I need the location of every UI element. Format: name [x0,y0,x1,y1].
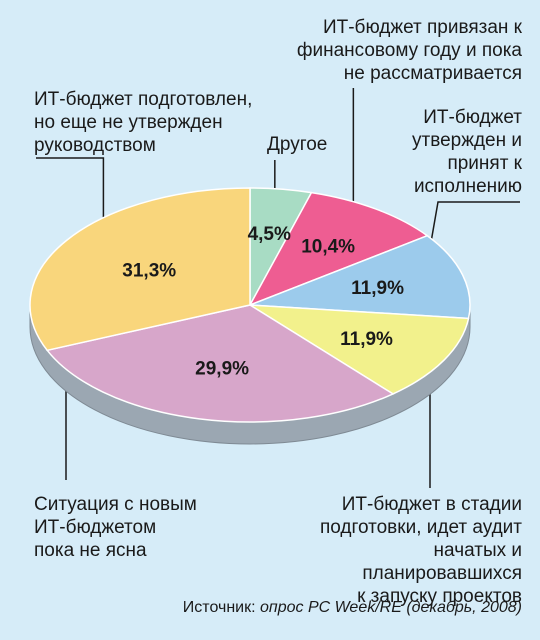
value-label-not_approved: 31,3% [122,260,176,281]
source-note: Источник: опрос PC Week/RE (декабрь, 200… [0,599,522,617]
value-label-unclear: 29,9% [195,359,249,380]
value-label-other: 4,5% [248,224,291,245]
pie-slice-approved [249,234,471,320]
source-text: опрос PC Week/RE (декабрь, 2008) [260,599,522,616]
pie-slice-unclear [45,304,395,423]
label-not-approved: ИТ-бюджет подготовлен, но еще не утвержд… [34,89,253,156]
label-other: Другое [267,134,328,155]
label-unclear: Ситуация с новым ИТ-бюджетом пока не ясн… [34,494,197,561]
label-approved: ИТ-бюджет утвержден и принят к исполнени… [412,107,522,197]
pie-slices [29,187,471,423]
source-prefix: Источник: [182,599,260,616]
pie-slice-fiscal_year [248,191,429,307]
value-label-approved: 11,9% [351,278,404,299]
value-label-fiscal_year: 10,4% [301,237,355,258]
value-labels: 4,5% 10,4% 11,9% 11,9% 29,9% 31,3% [122,224,404,379]
label-fiscal-year: ИТ-бюджет привязан к финансовому году и … [296,17,522,84]
value-label-in_preparation: 11,9% [340,329,393,350]
label-in-preparation: ИТ-бюджет в стадии подготовки, идет ауди… [319,494,522,607]
pie-slice-in_preparation [249,304,470,395]
pie-slice-not_approved [29,187,251,352]
